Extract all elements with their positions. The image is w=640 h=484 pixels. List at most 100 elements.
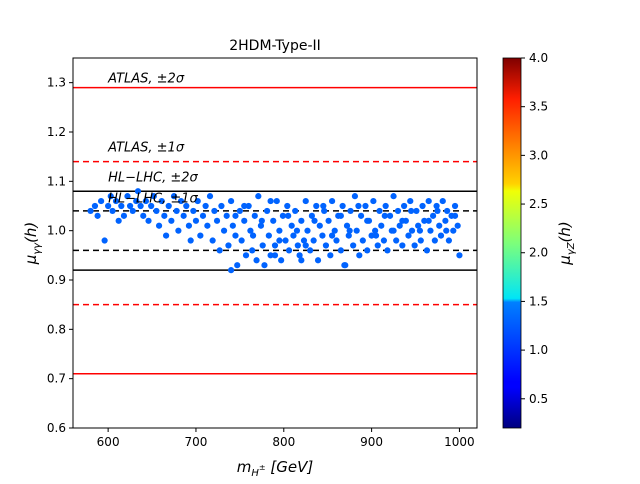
scatter-point (337, 212, 344, 219)
scatter-point (417, 237, 424, 244)
scatter-point (381, 212, 388, 219)
scatter-point (204, 222, 211, 229)
scatter-point (232, 212, 239, 219)
scatter-point (390, 227, 397, 234)
scatter-point (351, 193, 359, 200)
scatter-point (134, 188, 142, 195)
scatter-point (209, 237, 216, 244)
scatter-point (407, 197, 414, 205)
colorbar-tick-label: 1.5 (529, 294, 548, 308)
scatter-point (439, 197, 446, 205)
scatter-point (150, 193, 157, 200)
scatter-point (165, 202, 172, 210)
scatter-point (339, 202, 346, 210)
scatter-point (408, 227, 416, 234)
scatter-point (285, 212, 292, 219)
scatter-point (87, 207, 94, 215)
scatter-point (245, 202, 252, 210)
scatter-point (241, 217, 248, 224)
scatter-point (304, 227, 311, 234)
scatter-point (405, 232, 412, 239)
scatter-point (161, 212, 168, 219)
scatter-point (267, 197, 274, 205)
scatter-point (382, 202, 389, 210)
scatter-point (401, 202, 408, 210)
scatter-point (242, 252, 250, 259)
scatter-point (197, 232, 204, 239)
scatter-point (170, 193, 178, 200)
scatter-point (223, 212, 230, 219)
scatter-point (331, 227, 338, 234)
colorbar-tick-label: 0.5 (529, 392, 548, 406)
scatter-point (187, 237, 194, 244)
scatter-point (232, 232, 239, 239)
scatter-point (396, 222, 403, 229)
scatter-point (294, 242, 301, 249)
scatter-point (258, 217, 265, 224)
scatter-point (321, 207, 328, 215)
scatter-point (290, 232, 297, 239)
scatter-point (380, 237, 388, 244)
scatter-point (328, 197, 336, 205)
scatter-point (451, 212, 459, 219)
scatter-point (218, 202, 225, 210)
scatter-point (429, 212, 437, 219)
y-tick-label: 0.9 (47, 273, 66, 287)
scatter-point (320, 202, 327, 210)
x-tick-label: 800 (272, 435, 295, 449)
scatter-point (109, 207, 116, 215)
scatter-point (98, 197, 105, 205)
scatter-point (133, 197, 140, 205)
annotation-0: ATLAS, ±2σ (107, 72, 185, 87)
colorbar-tick-label: 3.0 (529, 148, 548, 162)
scatter-point (362, 202, 369, 210)
scatter-point (120, 212, 128, 219)
scatter-point (253, 257, 260, 264)
scatter-point (225, 242, 232, 249)
scatter-point (284, 202, 291, 210)
scatter-point (411, 242, 418, 249)
scatter-point (234, 262, 241, 269)
x-axis: 600 700 800 900 1000 (97, 428, 475, 449)
scatter-point (444, 207, 451, 215)
scatter-point (423, 247, 431, 254)
y-tick-label: 0.7 (47, 372, 66, 386)
y-tick-label: 1.3 (47, 76, 66, 90)
scatter-point (298, 217, 305, 224)
scatter-point (140, 212, 147, 219)
scatter-point (236, 207, 243, 215)
scatter-point (194, 197, 201, 205)
scatter-point (155, 222, 163, 229)
scatter-point (206, 193, 214, 200)
scatter-point (227, 267, 235, 274)
scatter-point (263, 207, 271, 215)
scatter-point (153, 207, 160, 215)
annotation-2: HL−LHC, ±2σ (108, 170, 198, 185)
colorbar-label: μγZ(h) (556, 221, 577, 266)
scatter-point (162, 232, 170, 239)
scatter-point (227, 197, 235, 205)
scatter-point (112, 197, 120, 205)
scatter-point (129, 207, 136, 215)
scatter-point (356, 252, 363, 259)
scatter-point (456, 252, 463, 259)
scatter-point (271, 242, 279, 249)
colorbar-tick-label: 3.5 (529, 100, 548, 114)
scatter-point (431, 237, 438, 244)
scatter-point (350, 242, 357, 249)
scatter-point (158, 197, 165, 205)
scatter-point (190, 207, 197, 215)
scatter-point (454, 222, 461, 229)
scatter-point (314, 257, 322, 264)
scatter-point (185, 222, 193, 229)
scatter-point (313, 202, 320, 210)
scatter-point (251, 212, 258, 219)
scatter-point (282, 237, 289, 244)
scatter-point (192, 217, 200, 224)
chart-title: 2HDM-Type-II (229, 38, 321, 54)
scatter-point (115, 217, 122, 224)
scatter-point (425, 217, 432, 224)
colorbar-tick-label: 1.0 (529, 343, 548, 357)
scatter-point (279, 212, 287, 219)
